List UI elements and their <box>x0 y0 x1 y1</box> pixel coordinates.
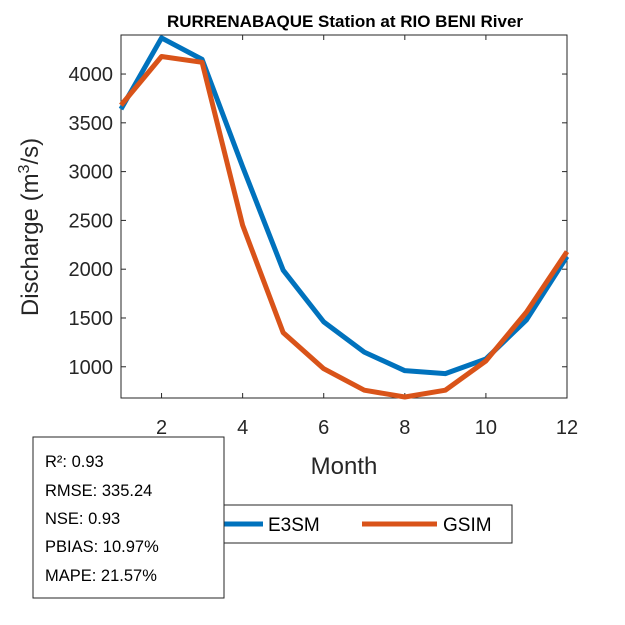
y-tick-label: 1000 <box>69 357 114 379</box>
y-axis-label-end: /s) <box>17 138 44 165</box>
y-axis-label-main: Discharge (m <box>17 173 44 316</box>
stat-r2: R²: 0.93 <box>45 453 104 471</box>
y-tick-label: 3500 <box>69 113 114 135</box>
x-tick-label: 6 <box>318 417 329 439</box>
legend: E3SM GSIM <box>203 504 513 544</box>
series-group <box>118 35 570 400</box>
y-axis: 1000 1500 2000 2500 3000 3500 4000 <box>69 64 567 379</box>
y-tick-label: 2500 <box>69 210 114 232</box>
y-tick-label: 3000 <box>69 162 114 184</box>
y-tick-label: 4000 <box>69 64 114 86</box>
legend-label-gsim: GSIM <box>443 515 492 536</box>
stats-box-frame <box>32 436 225 599</box>
stats-box: R²: 0.93 RMSE: 335.24 NSE: 0.93 PBIAS: 1… <box>32 436 225 599</box>
y-axis-label: Discharge (m3/s) <box>16 138 44 316</box>
x-tick-label: 4 <box>237 417 248 439</box>
y-tick-label: 2000 <box>69 259 114 281</box>
x-tick-label: 10 <box>475 417 497 439</box>
chart-title: RURRENABAQUE Station at RIO BENI River <box>167 12 523 31</box>
series-line-gsim <box>119 53 570 400</box>
stat-mape: MAPE: 21.57% <box>45 567 157 585</box>
x-tick-label: 8 <box>399 417 410 439</box>
x-axis-label: Month <box>311 453 378 480</box>
x-tick-label: 12 <box>556 417 578 439</box>
y-axis-label-sup: 3 <box>16 164 33 173</box>
stat-rmse: RMSE: 335.24 <box>45 482 152 500</box>
stat-pbias: PBIAS: 10.97% <box>45 538 159 556</box>
y-tick-label: 1500 <box>69 308 114 330</box>
x-axis: 2 4 6 8 10 12 <box>156 35 578 439</box>
stat-nse: NSE: 0.93 <box>45 510 120 528</box>
legend-label-e3sm: E3SM <box>268 515 320 536</box>
x-tick-label: 2 <box>156 417 167 439</box>
